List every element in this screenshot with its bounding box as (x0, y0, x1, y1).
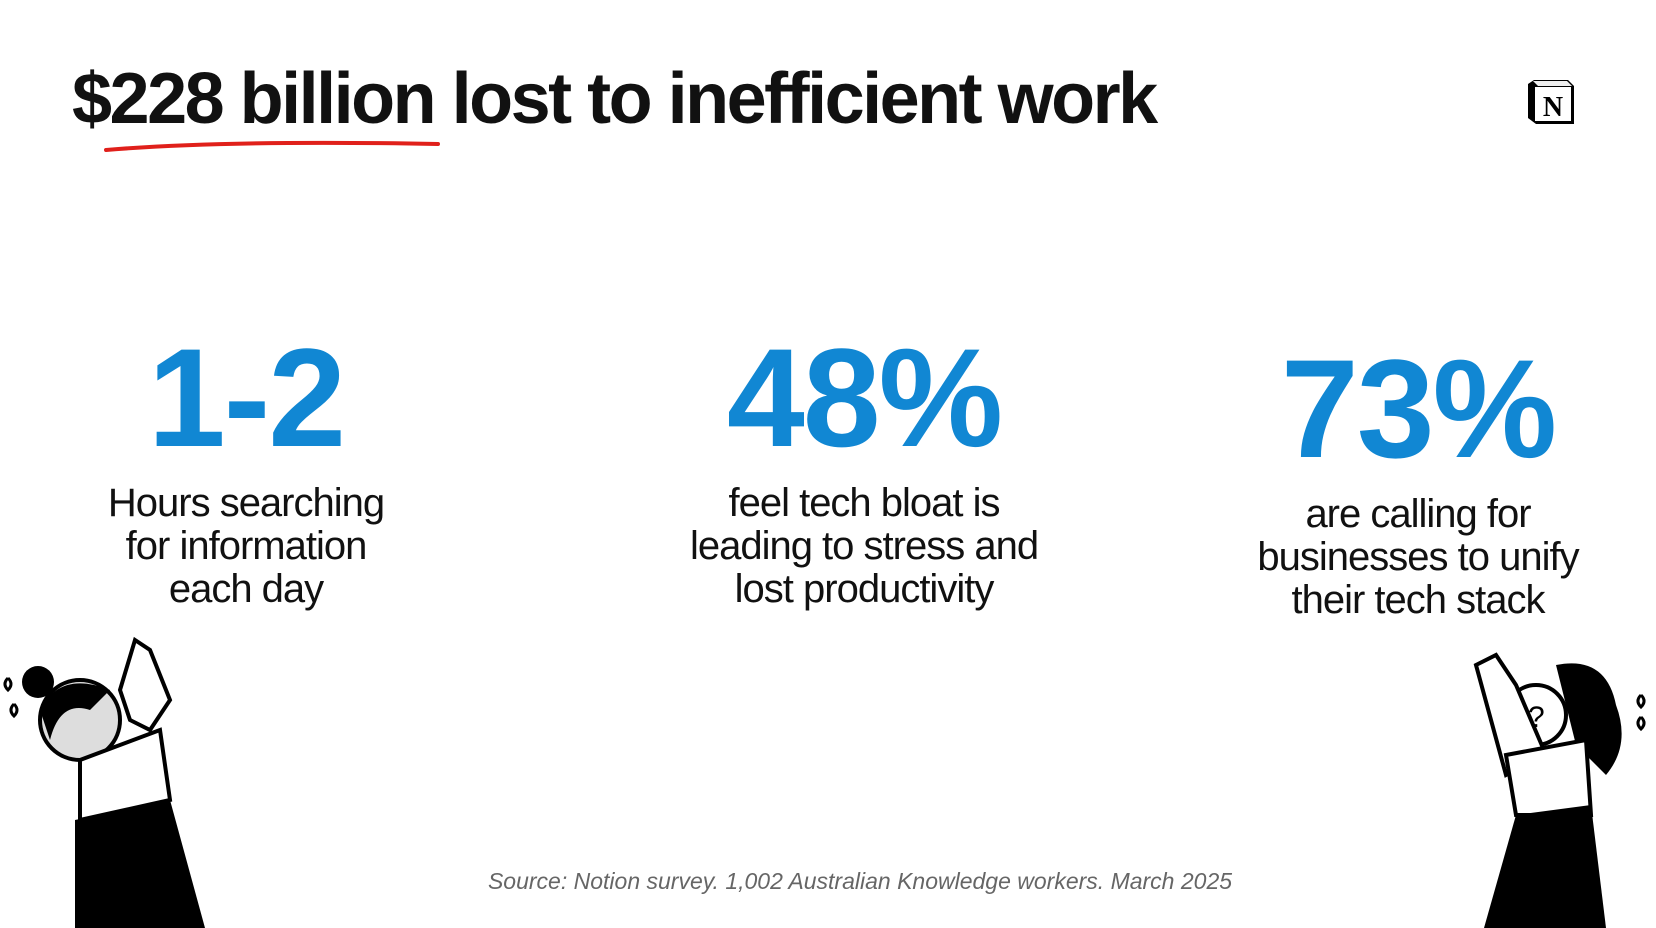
svg-text:N: N (1543, 92, 1563, 123)
label-line: for information (125, 524, 368, 568)
notion-logo-icon: N (1528, 80, 1574, 124)
stat-hours: 1-2 Hours searching for information each… (0, 328, 506, 611)
source-note: Source: Notion survey. 1,002 Australian … (487, 868, 1233, 894)
label-line: each day (168, 567, 324, 611)
stat-label: are calling for businesses to unify thei… (1158, 493, 1656, 622)
stat-tech-bloat: 48% feel tech bloat is leading to stress… (604, 328, 1124, 611)
label-line: feel tech bloat is (728, 481, 1000, 525)
stressed-person-right-illustration: ? (1473, 652, 1646, 928)
stat-label: feel tech bloat is leading to stress and… (604, 482, 1124, 611)
label-line: their tech stack (1291, 578, 1545, 622)
stat-label: Hours searching for information each day (0, 482, 506, 611)
stat-value: 48% (726, 319, 1003, 476)
label-line: leading to stress and (689, 524, 1039, 568)
stressed-person-left-illustration (3, 636, 205, 928)
label-line: Hours searching (107, 481, 385, 525)
stat-value: 73% (1280, 330, 1557, 487)
label-line: are calling for (1305, 492, 1531, 536)
label-line: lost productivity (734, 567, 995, 611)
stat-unify: 73% are calling for businesses to unify … (1158, 339, 1656, 622)
stat-value: 1-2 (147, 319, 346, 476)
slide-title: $228 billion lost to inefficient work (72, 59, 1158, 139)
title-underline (104, 140, 440, 152)
label-line: businesses to unify (1257, 535, 1579, 579)
